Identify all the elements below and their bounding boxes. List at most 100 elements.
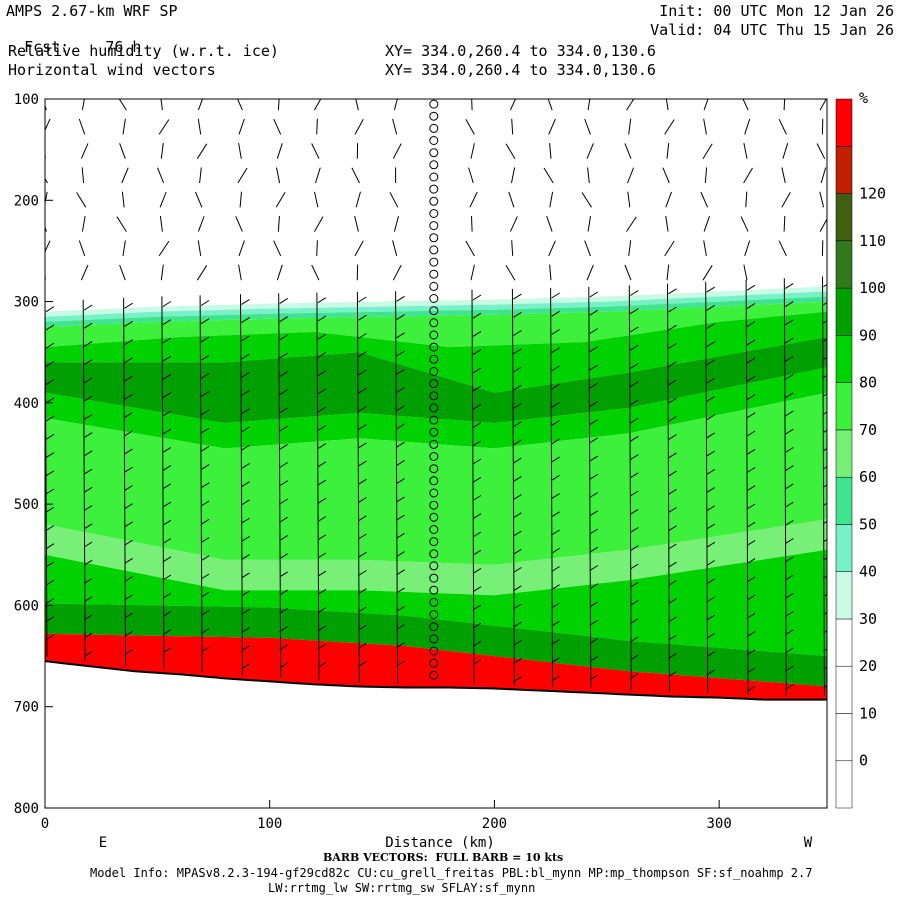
calm-wind-circle xyxy=(429,111,439,121)
rh-band-70-lower xyxy=(45,392,827,565)
wind-barb-flag xyxy=(317,497,327,504)
wind-barb-flag xyxy=(472,330,482,337)
wind-barb-flag xyxy=(513,384,522,391)
wind-barb-flag xyxy=(589,455,599,462)
wind-barb-flag xyxy=(513,402,522,409)
y-tick-label: 700 xyxy=(14,700,39,716)
wind-barb-flag xyxy=(241,335,250,342)
wind-barb xyxy=(584,118,591,135)
wind-barb-flag xyxy=(279,644,288,651)
wind-barb-flag xyxy=(630,581,639,588)
wind-barb xyxy=(311,264,320,281)
wind-barb-flag xyxy=(162,301,172,307)
wind-barb xyxy=(743,143,748,159)
wind-barb-flag xyxy=(589,328,599,334)
wind-barb-flag xyxy=(746,284,756,291)
wind-barb-flag xyxy=(589,346,599,353)
wind-barb xyxy=(239,191,242,208)
wind-barb-flag xyxy=(513,530,522,537)
wind-barb-flag xyxy=(396,587,405,594)
wind-barb-flag xyxy=(706,651,715,658)
wind-barb-flag xyxy=(785,282,794,289)
wind-barb-flag xyxy=(358,515,367,522)
wind-barb-flag xyxy=(45,470,55,477)
wind-barb-flag xyxy=(124,485,133,491)
wind-barb-flag xyxy=(45,324,55,331)
calm-wind-circle xyxy=(429,196,439,206)
wind-barb xyxy=(81,216,86,232)
wind-barb-flag xyxy=(358,460,367,467)
wind-barb xyxy=(45,225,47,232)
wind-barb-flag xyxy=(124,539,133,546)
wind-barb-flag xyxy=(45,488,55,495)
wind-barb-flag xyxy=(279,662,288,669)
calm-wind-circle xyxy=(429,646,439,656)
wind-barb-flag xyxy=(162,483,172,490)
wind-profile-line xyxy=(705,281,709,694)
wind-barb-flag xyxy=(317,351,327,358)
colorbar-swatch xyxy=(835,665,853,714)
calm-wind-circle xyxy=(429,233,439,243)
wind-barb-flag xyxy=(124,557,133,564)
wind-barb-flag xyxy=(746,448,756,455)
wind-barb xyxy=(745,191,748,208)
wind-barb-flag xyxy=(785,374,794,380)
wind-barb-flag xyxy=(162,501,172,508)
wind-barb xyxy=(393,215,399,232)
wind-barb-flag xyxy=(746,631,756,638)
colorbar-label: 0 xyxy=(859,752,868,770)
wind-barb-flag xyxy=(668,488,677,495)
wind-barb-flag xyxy=(241,426,250,433)
wind-barb-flag xyxy=(317,297,327,304)
wind-barb-flag xyxy=(706,377,715,384)
wind-barb-flag xyxy=(241,627,250,634)
wind-barb-flag xyxy=(706,523,715,530)
wind-barb xyxy=(316,240,318,256)
rh-band-60 xyxy=(45,519,827,596)
wind-barb-flag xyxy=(785,629,794,636)
wind-barb-flag xyxy=(589,364,599,371)
wind-barb-flag xyxy=(589,601,599,608)
calm-wind-circle xyxy=(429,549,439,559)
wind-barb-flag xyxy=(785,501,794,508)
wind-barb-flag xyxy=(706,359,715,366)
wind-barb-flag xyxy=(668,397,677,404)
colorbar-label: 20 xyxy=(859,657,877,675)
wind-barb-flag xyxy=(200,464,210,471)
wind-barb-flag xyxy=(279,607,288,614)
barb-legend: BARB VECTORS: FULL BARB = 10 kts xyxy=(323,851,564,864)
wind-barb xyxy=(196,265,208,281)
calm-wind-circle xyxy=(429,221,439,231)
wind-barb xyxy=(509,99,517,111)
wind-barb-flag xyxy=(200,409,210,416)
wind-barb xyxy=(666,264,670,281)
wind-barb-flag xyxy=(630,654,639,661)
wind-barb-flag xyxy=(162,610,172,617)
wind-barb-flag xyxy=(746,685,756,692)
colorbar-label: 120 xyxy=(859,185,886,203)
wind-barb xyxy=(624,143,632,159)
wind-profile-line xyxy=(745,279,749,695)
west-end-label: W xyxy=(804,835,813,851)
wind-barb-flag xyxy=(472,567,482,574)
wind-barb-flag xyxy=(162,574,172,581)
wind-barb-flag xyxy=(317,552,327,559)
wind-barb-flag xyxy=(279,370,288,377)
wind-barb-flag xyxy=(823,648,827,652)
wind-barb-flag xyxy=(162,410,172,417)
x-tick-label: 0 xyxy=(41,816,49,832)
wind-barb xyxy=(664,240,675,257)
wind-barb-flag xyxy=(589,400,599,407)
wind-barb xyxy=(740,216,749,232)
wind-barb-flag xyxy=(472,476,482,483)
wind-barb-flag xyxy=(162,392,172,399)
colorbar-swatch xyxy=(835,476,853,525)
plot-frame xyxy=(44,98,828,809)
wind-barb xyxy=(703,240,707,256)
wind-barb-flag xyxy=(823,612,827,616)
wind-barb xyxy=(121,167,129,184)
wind-barb-flag xyxy=(706,286,715,293)
wind-barb-flag xyxy=(551,529,560,536)
wind-barb-flag xyxy=(706,414,715,421)
wind-barb xyxy=(511,240,514,256)
